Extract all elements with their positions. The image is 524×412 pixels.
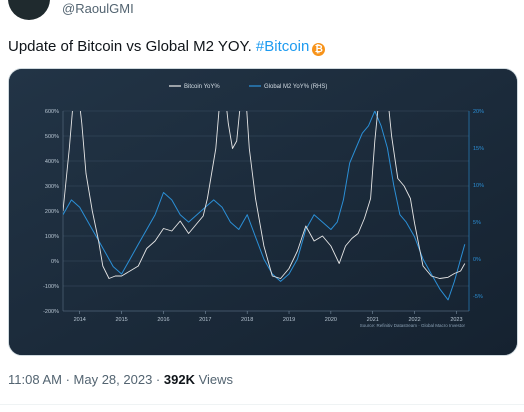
x-tick-label: 2015 [115, 317, 127, 323]
y-left-tick-label: 400% [45, 159, 59, 165]
y-left-tick-label: 200% [45, 209, 59, 215]
x-tick-label: 2014 [74, 317, 86, 323]
x-tick-label: 2018 [241, 317, 253, 323]
y-left-tick-label: 600% [45, 109, 59, 115]
legend-bitcoin-label: Bitcoin YoY% [184, 84, 220, 90]
divider [0, 404, 524, 405]
x-tick-label: 2023 [450, 317, 462, 323]
views-count: 392K [163, 372, 195, 387]
x-tick-label: 2022 [408, 317, 420, 323]
bitcoin-yoy-line [63, 111, 466, 279]
chart-background [9, 69, 517, 355]
y-right-tick-label: -5% [473, 294, 483, 300]
global-m2-line [63, 111, 466, 301]
y-left-tick-label: 100% [45, 234, 59, 240]
views-label: Views [194, 372, 234, 387]
tweet-time[interactable]: 11:08 AM [8, 372, 62, 387]
x-tick-label: 2016 [157, 317, 169, 323]
y-right-tick-label: 0% [473, 257, 481, 263]
y-left-tick-label: -100% [43, 284, 59, 290]
hashtag-link[interactable]: #Bitcoin [255, 38, 310, 55]
bitcoin-icon: ₿ [312, 43, 326, 56]
tweet-body: Update of Bitcoin vs Global M2 YOY. [8, 38, 256, 55]
y-right-tick-label: 10% [473, 183, 484, 189]
y-right-tick-label: 20% [473, 109, 484, 115]
y-right-tick-label: 5% [473, 220, 481, 226]
tweet-meta: 11:08 AM · May 28, 2023 · 392K Views [8, 372, 233, 387]
x-tick-label: 2017 [199, 317, 211, 323]
y-left-tick-label: -200% [43, 309, 59, 315]
chart-source-note: Source: Refinitiv Datastream · Global Ma… [360, 323, 466, 328]
user-handle[interactable]: @RaoulGMI [62, 1, 134, 16]
tweet-text: Update of Bitcoin vs Global M2 YOY. #Bit… [8, 38, 326, 56]
y-left-tick-label: 300% [45, 184, 59, 190]
avatar[interactable] [8, 0, 50, 20]
y-right-tick-label: 15% [473, 146, 484, 152]
x-tick-label: 2019 [283, 317, 295, 323]
x-tick-label: 2021 [367, 317, 379, 323]
y-left-tick-label: 500% [45, 134, 59, 140]
meta-separator: · [61, 372, 74, 387]
tweet-image[interactable]: Bitcoin YoY% Global M2 YoY% (RHS) 600% 500… [8, 68, 518, 356]
y-left-tick-label: 0% [51, 259, 59, 265]
tweet-date[interactable]: May 28, 2023 [73, 372, 153, 387]
meta-separator: · [152, 372, 164, 387]
x-tick-label: 2020 [325, 317, 337, 323]
bitcoin-m2-chart: Bitcoin YoY% Global M2 YoY% (RHS) 600% 500… [9, 69, 517, 355]
legend-global-m2-label: Global M2 YoY% (RHS) [264, 84, 327, 90]
